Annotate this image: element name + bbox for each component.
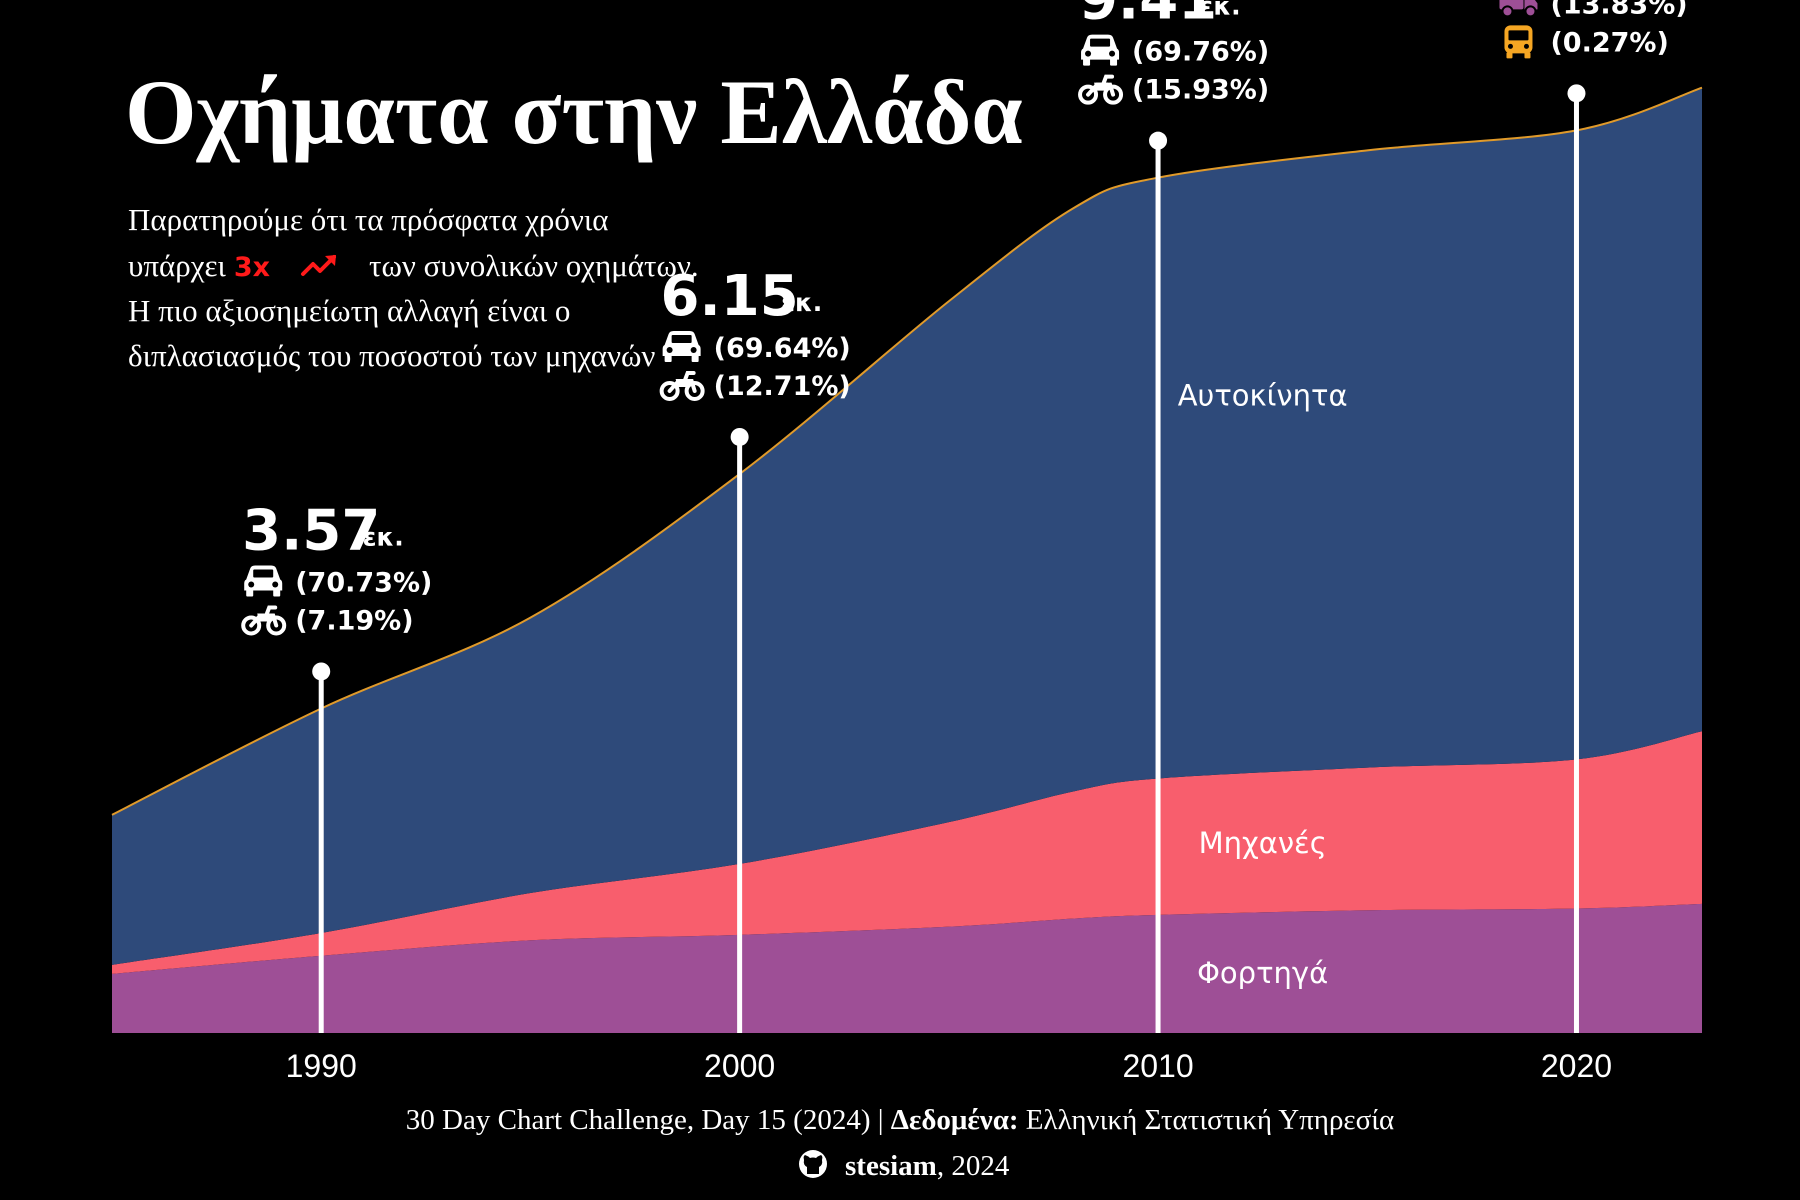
annotation-pct: (12.71%) — [714, 371, 851, 402]
subtitle-highlight: 3x — [234, 252, 270, 283]
motorcycle-icon — [659, 370, 705, 401]
caption-source: Ελληνική Στατιστική Υπηρεσία — [1019, 1104, 1395, 1136]
caption-year: , 2024 — [937, 1150, 1010, 1182]
x-tick-label: 2010 — [1122, 1048, 1193, 1084]
total-line — [111, 86, 1703, 816]
annotation-unit: εκ. — [363, 522, 404, 551]
annotation-pin-head — [312, 662, 331, 681]
stacked-areas — [111, 86, 1703, 1033]
car-icon — [244, 565, 283, 597]
annotation-pins — [312, 84, 1586, 1033]
annotation-total: 6.15 — [661, 264, 799, 329]
annotation-pin-head — [1567, 84, 1586, 103]
annotation-pct: (69.76%) — [1132, 37, 1269, 68]
caption-challenge: 30 Day Chart Challenge, Day 15 (2024) | — [406, 1104, 891, 1136]
area-trucks — [112, 903, 1702, 1033]
subtitle: Παρατηρούμε ότι τα πρόσφατα χρόνια υπάρχ… — [128, 202, 699, 373]
subtitle-line-4: διπλασιασμός του ποσοστού των μηχανών — [128, 338, 655, 373]
x-tick-label: 2000 — [704, 1048, 775, 1084]
caption: 30 Day Chart Challenge, Day 15 (2024) | … — [406, 1104, 1394, 1182]
chart-title: Οχήματα στην Ελλάδα — [125, 61, 1023, 163]
annotation-pct: (7.19%) — [295, 605, 413, 636]
annotation-pct: (70.73%) — [295, 567, 432, 598]
subtitle-line-3: Η πιο αξιοσημείωτη αλλαγή είναι ο — [128, 293, 570, 328]
motorcycle-icon — [1078, 74, 1124, 105]
caption-line-1: 30 Day Chart Challenge, Day 15 (2024) | … — [406, 1104, 1394, 1136]
subtitle-line-2-start: υπάρχει — [128, 248, 226, 283]
area-label-trucks: Φορτηγά — [1197, 956, 1328, 990]
car-icon — [662, 330, 701, 362]
annotation-2020: 9.93εκ.(69.41%)(16.49%)(13.83%)(0.27%) — [1499, 0, 1688, 59]
annotation-pct: (13.83%) — [1550, 0, 1687, 20]
area-labels: Αυτοκίνητα Μηχανές Φορτηγά — [1178, 378, 1348, 989]
annotation-pct: (0.27%) — [1550, 27, 1668, 58]
subtitle-line-2: υπάρχει 3x — [128, 248, 270, 283]
annotation-total: 9.41 — [1079, 0, 1217, 33]
trending-up-icon — [301, 255, 336, 276]
annotation-pin-head — [1149, 131, 1168, 150]
area-label-cars: Αυτοκίνητα — [1178, 378, 1348, 412]
bus-icon — [1504, 25, 1533, 59]
github-icon — [799, 1150, 827, 1178]
x-tick-label: 2020 — [1541, 1048, 1612, 1084]
caption-author: stesiam — [845, 1150, 937, 1182]
annotation-pin-head — [730, 427, 749, 446]
subtitle-line-1: Παρατηρούμε ότι τα πρόσφατα χρόνια — [128, 202, 608, 237]
truck-icon — [1499, 0, 1538, 18]
caption-data-label: Δεδομένα: — [891, 1104, 1019, 1136]
caption-line-2: stesiam, 2024 — [845, 1150, 1010, 1182]
x-axis: 1990 2000 2010 2020 — [286, 1048, 1612, 1084]
motorcycle-icon — [241, 605, 287, 636]
annotation-total: 3.57 — [242, 498, 380, 563]
annotation-unit: εκ. — [781, 288, 822, 317]
x-tick-label: 1990 — [286, 1048, 357, 1084]
annotation-pct: (15.93%) — [1132, 75, 1269, 106]
annotations: 3.57εκ.(70.73%)(7.19%)6.15εκ.(69.64%)(12… — [241, 0, 1688, 636]
car-icon — [1081, 34, 1120, 66]
annotation-pct: (69.64%) — [714, 333, 851, 364]
area-cars — [112, 87, 1702, 965]
area-label-motorcycles: Μηχανές — [1199, 826, 1327, 860]
subtitle-line-2-end: των συνολικών οχημάτων. — [369, 248, 699, 283]
annotation-unit: εκ. — [1199, 0, 1240, 21]
area-motorcycles — [112, 731, 1702, 974]
